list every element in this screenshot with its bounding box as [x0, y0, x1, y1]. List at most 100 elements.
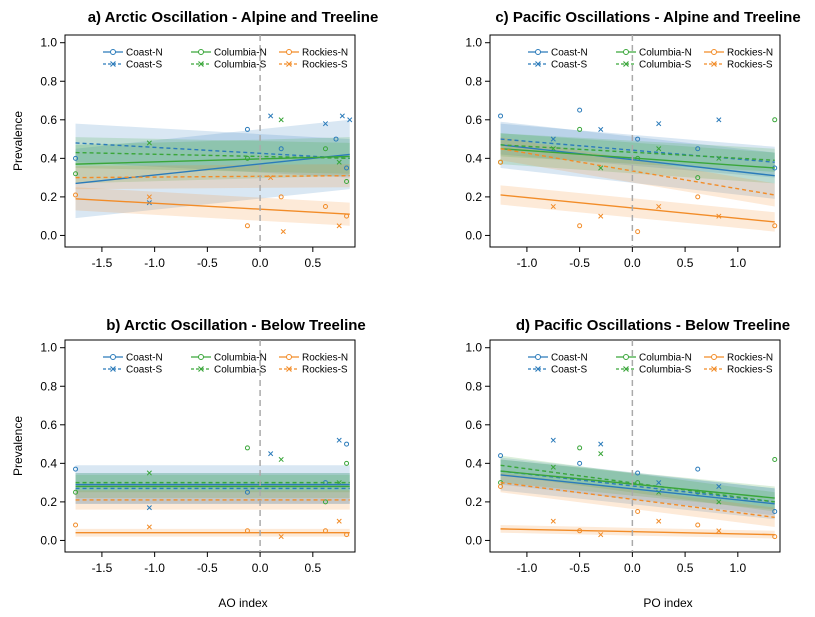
rockies-n-legend-label: Rockies-N [727, 353, 773, 364]
coast-point [695, 146, 701, 152]
x-tick-label: 1.0 [729, 561, 746, 575]
coast-n-legend-marker [535, 354, 541, 360]
columbia-point [598, 165, 604, 171]
panel-c-points [498, 107, 778, 235]
x-tick-label: 1.0 [729, 256, 746, 270]
columbia-point [695, 175, 701, 181]
x-tick-label: -0.5 [197, 561, 218, 575]
y-tick-label: 1.0 [465, 341, 482, 355]
columbia-n-legend-marker [623, 354, 629, 360]
y-tick-label: 0.8 [40, 74, 57, 88]
rockies-S-line [75, 174, 350, 179]
rockies-N-line [500, 194, 775, 223]
rockies-point [146, 524, 152, 530]
rockies-S-band [500, 137, 775, 207]
x-tick-label: -1.0 [517, 256, 538, 270]
coast-n-legend-label: Coast-N [551, 353, 588, 364]
panel-c-xticks: -1.0 -0.5 0.0 0.5 1.0 [517, 247, 746, 270]
panel-a-lines [75, 142, 350, 215]
rockies-N-line [75, 198, 350, 215]
y-tick-label: 0.2 [465, 190, 482, 204]
columbia-S-band [500, 133, 775, 172]
y-tick-label: 0.2 [40, 190, 57, 204]
rockies-n-legend-marker [711, 49, 717, 55]
coast-point [635, 470, 641, 476]
rockies-point [598, 213, 604, 219]
rockies-n-legend-marker [286, 49, 292, 55]
columbia-S-band [500, 455, 775, 512]
columbia-point [278, 456, 284, 463]
coast-s-legend-marker [110, 366, 116, 372]
coast-point [339, 113, 345, 119]
coast-point [268, 451, 274, 457]
panel-c-frame [489, 34, 781, 248]
x-tick-label: -0.5 [569, 561, 590, 575]
coast-point [695, 466, 701, 472]
rockies-point [280, 229, 286, 235]
columbia-n-legend-marker [198, 354, 204, 360]
rockies-point [498, 159, 504, 165]
columbia-s-legend-label: Columbia-S [214, 60, 267, 71]
x-tick-label: 0.5 [304, 561, 321, 575]
coast-point [244, 126, 250, 132]
rockies-point [73, 522, 79, 528]
coast-point [344, 441, 350, 447]
coast-n-legend-marker [535, 49, 541, 55]
rockies-s-legend-marker [286, 366, 292, 372]
columbia-s-legend-marker [198, 61, 204, 67]
panel-a-ylabel: Prevalence [11, 111, 25, 171]
rockies-point [635, 229, 641, 235]
coast-point [347, 117, 353, 123]
coast-point [577, 107, 583, 113]
x-tick-label: 0.5 [677, 256, 694, 270]
rockies-point [498, 483, 504, 489]
coast-S-band [500, 123, 775, 178]
columbia-point [73, 171, 79, 177]
rockies-n-legend-marker [711, 354, 717, 360]
coast-N-line [500, 474, 775, 505]
panel-b-ylabel: Prevalence [11, 416, 25, 476]
columbia-s-legend-label: Columbia-S [639, 60, 692, 71]
rockies-s-legend-label: Rockies-S [727, 60, 773, 71]
y-tick-label: 0.0 [40, 533, 57, 547]
y-tick-label: 1.0 [40, 341, 57, 355]
columbia-point [336, 159, 342, 165]
x-tick-label: 0.0 [624, 561, 641, 575]
rockies-S-line [500, 148, 775, 196]
coast-point [336, 437, 342, 443]
coast-point [550, 136, 556, 142]
columbia-N-line [500, 470, 775, 499]
coast-point [498, 113, 504, 119]
rockies-point [716, 528, 722, 534]
y-tick-label: 0.4 [40, 456, 57, 470]
coast-S-band [500, 457, 775, 516]
columbia-n-legend-marker [198, 49, 204, 55]
rockies-n-legend-label: Rockies-N [727, 48, 773, 59]
y-tick-label: 0.8 [465, 74, 482, 88]
panel-d-xlabel: PO index [643, 596, 692, 610]
coast-s-legend-label: Coast-S [551, 365, 587, 376]
rockies-point [635, 509, 641, 515]
coast-S-line [75, 142, 350, 160]
panel-b-xlabel: AO index [218, 596, 267, 610]
rockies-point [577, 223, 583, 229]
columbia-point [598, 451, 604, 457]
rockies-point [550, 203, 556, 210]
rockies-point [244, 223, 250, 229]
panel-c-lines [500, 138, 775, 223]
coast-point [333, 136, 339, 142]
columbia-S-line [500, 144, 775, 161]
columbia-s-legend-label: Columbia-S [639, 365, 692, 376]
rockies-point [656, 203, 662, 210]
rockies-point [278, 194, 284, 200]
coast-s-legend-label: Coast-S [126, 60, 162, 71]
columbia-point [146, 140, 152, 146]
panel-b-points [73, 437, 350, 540]
coast-n-legend-marker [110, 49, 116, 55]
columbia-s-legend-marker [198, 366, 204, 372]
columbia-s-legend-marker [623, 366, 629, 372]
panel-a-xticks: -1.5 -1.0 -0.5 0.0 0.5 [92, 247, 321, 270]
x-tick-label: 0.5 [304, 256, 321, 270]
